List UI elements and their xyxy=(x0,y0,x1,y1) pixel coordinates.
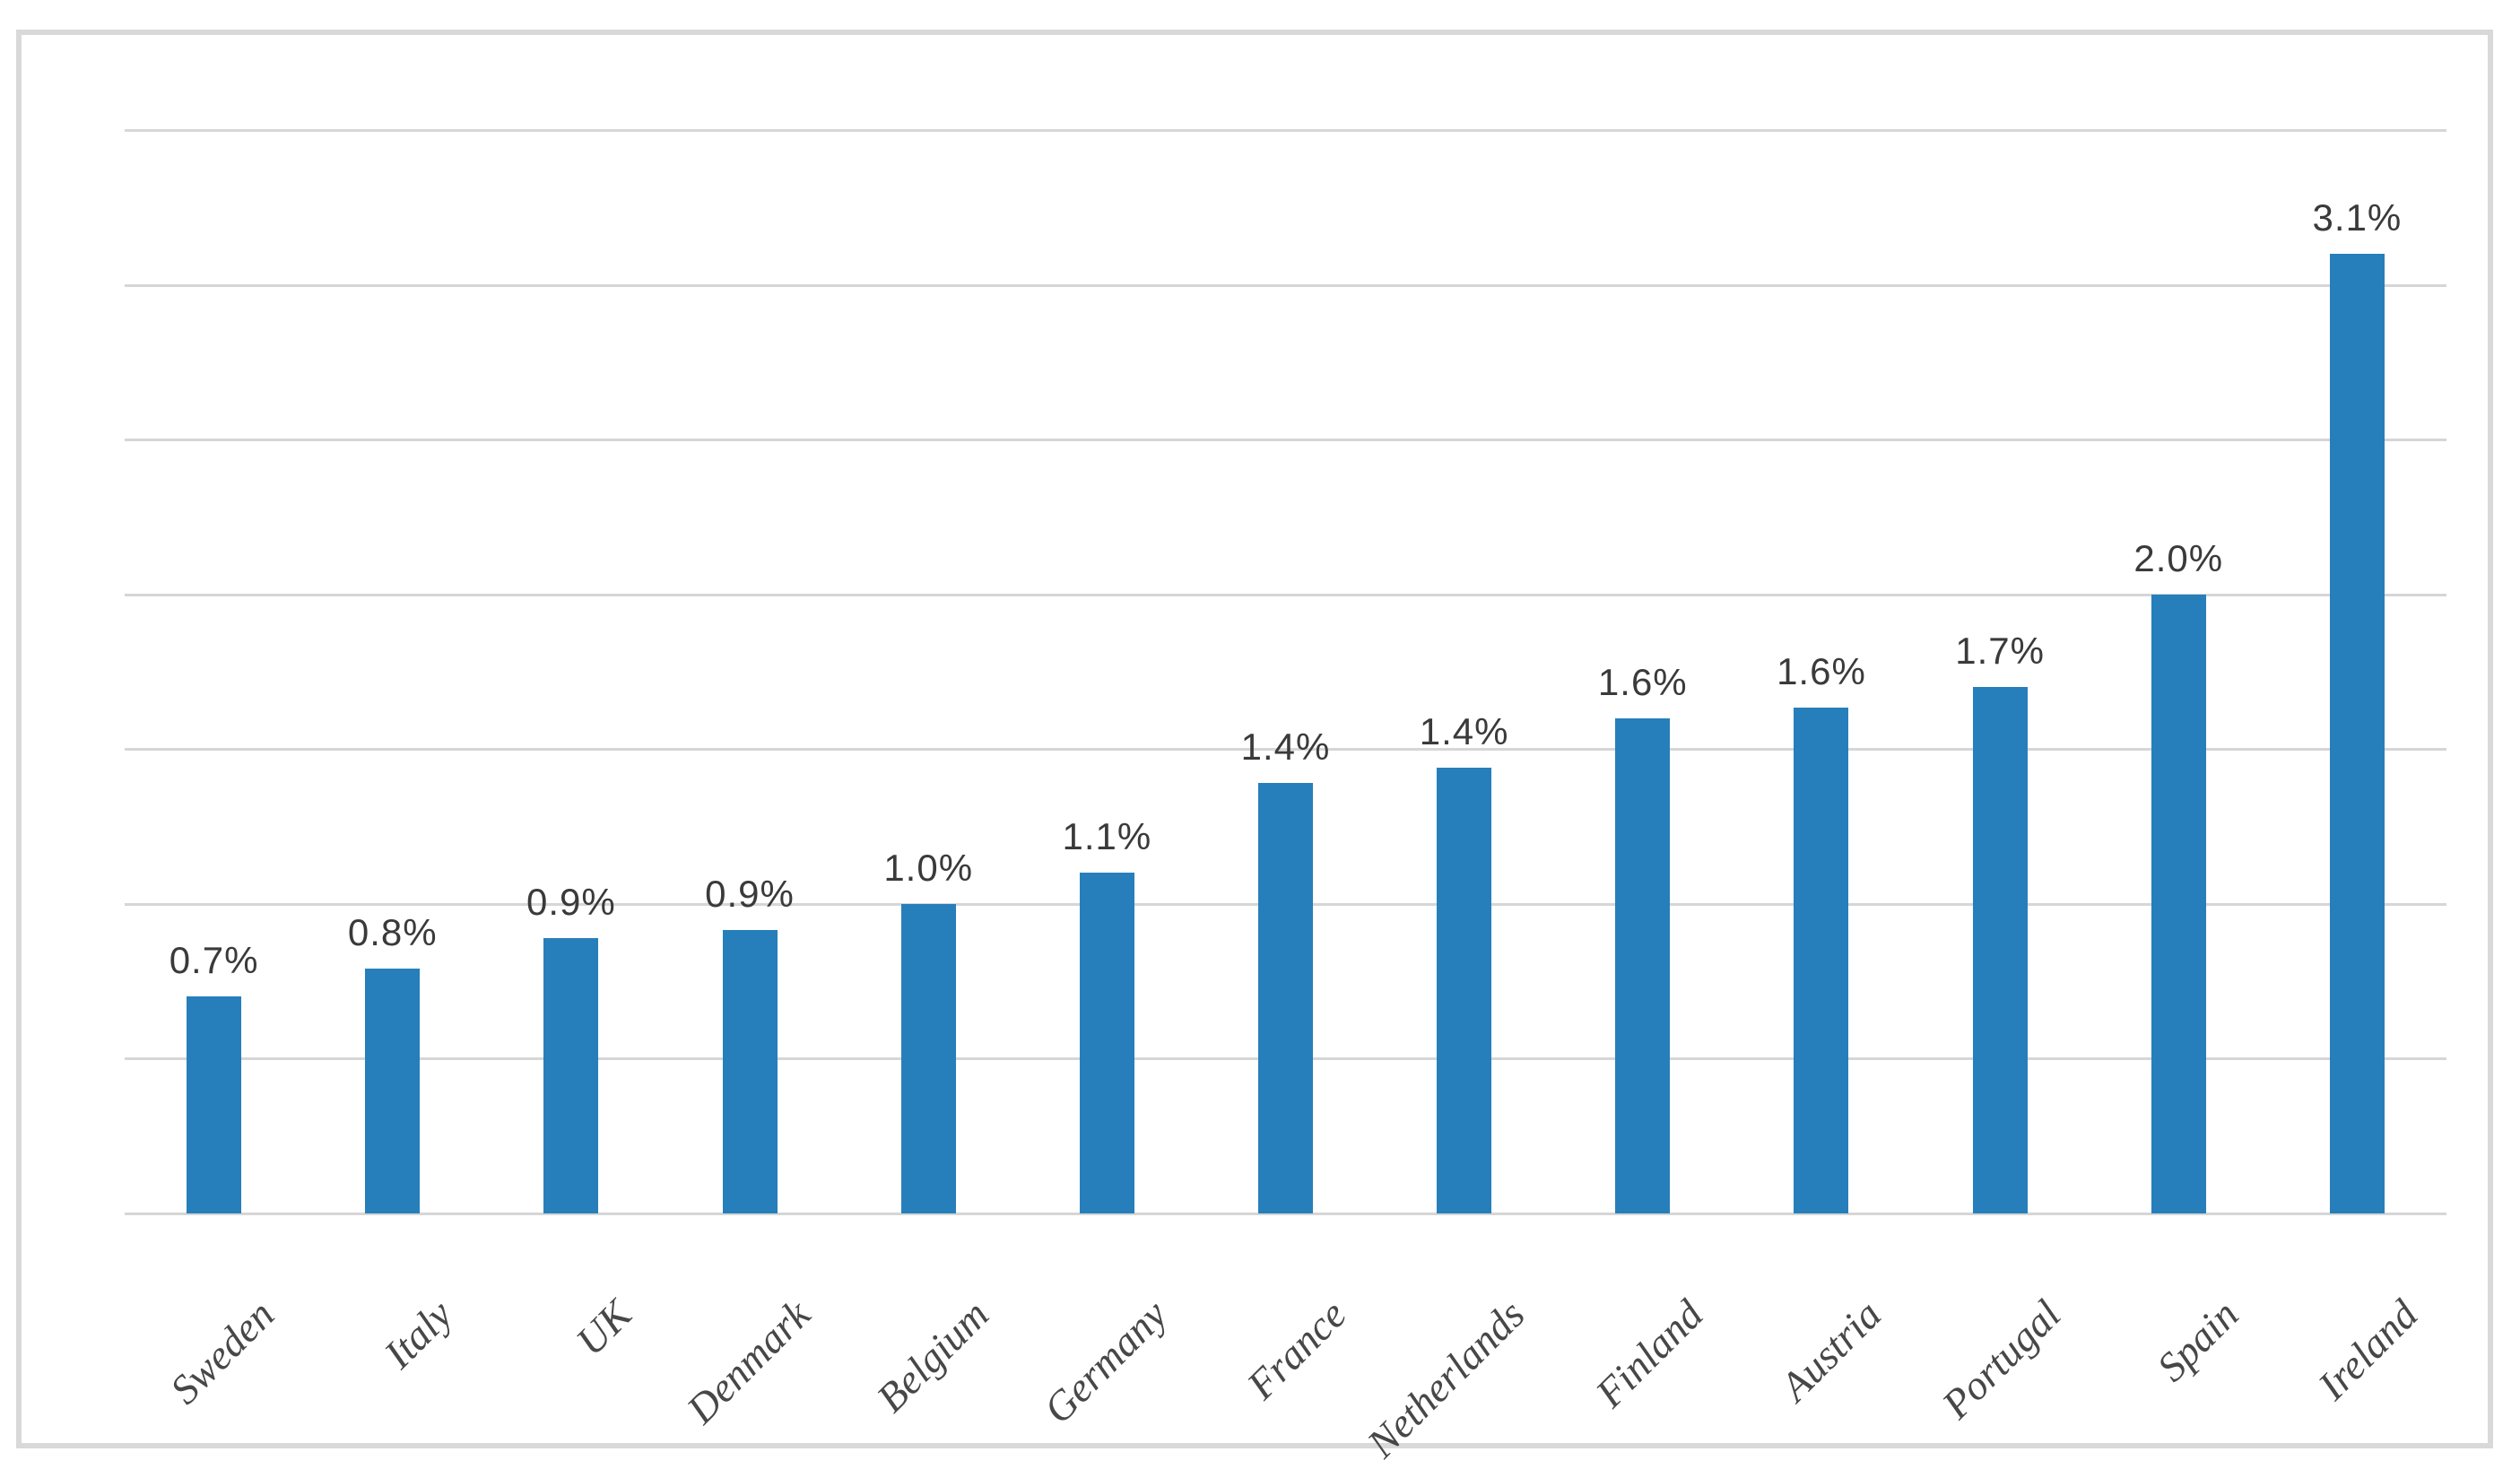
category-label-text: Austria xyxy=(1771,1291,1890,1410)
data-label-italy: 0.8% xyxy=(347,911,438,954)
gridline xyxy=(125,748,2446,752)
category-label-text: Italy xyxy=(375,1291,462,1378)
category-label-text: France xyxy=(1238,1291,1355,1408)
bar-germany xyxy=(1079,873,1134,1213)
bar-uk xyxy=(543,937,599,1213)
chart-frame: 0.7% Sweden 0.8% Italy 0.9% UK 0.9% Denmark 1.0%… xyxy=(16,30,2493,1466)
data-label-sweden: 0.7% xyxy=(169,939,259,982)
bar-portugal xyxy=(1972,687,2028,1213)
category-label-text: Denmark xyxy=(677,1291,819,1432)
bar-italy xyxy=(365,969,421,1213)
gridline xyxy=(125,283,2446,287)
data-label-ireland: 3.1% xyxy=(2312,196,2403,239)
plot-area: 0.7% Sweden 0.8% Italy 0.9% UK 0.9% Denmark 1.0%… xyxy=(125,129,2446,1466)
category-label-text: Finland xyxy=(1586,1291,1712,1416)
data-label-france: 1.4% xyxy=(1240,726,1331,769)
x-axis-line xyxy=(125,1213,2446,1215)
data-label-finland: 1.6% xyxy=(1597,660,1688,703)
bar-france xyxy=(1258,783,1313,1213)
data-label-germany: 1.1% xyxy=(1062,815,1152,858)
gridline xyxy=(125,439,2446,442)
bar-netherlands xyxy=(1437,768,1492,1213)
data-label-denmark: 0.9% xyxy=(705,873,795,916)
data-label-austria: 1.6% xyxy=(1777,649,1866,692)
gridline xyxy=(125,129,2446,132)
gridline xyxy=(125,593,2446,596)
data-label-portugal: 1.7% xyxy=(1955,630,2045,673)
bar-finland xyxy=(1615,717,1671,1213)
category-label-text: Sweden xyxy=(161,1291,283,1413)
category-label-text: Belgium xyxy=(867,1291,997,1421)
data-label-spain: 2.0% xyxy=(2133,536,2224,579)
data-label-uk: 0.9% xyxy=(526,880,616,923)
bar-denmark xyxy=(722,930,778,1213)
data-label-belgium: 1.0% xyxy=(883,846,974,889)
bar-austria xyxy=(1794,707,1849,1213)
bar-belgium xyxy=(900,903,956,1213)
category-label-text: UK xyxy=(567,1291,640,1364)
category-label-text: Spain xyxy=(2148,1291,2248,1390)
category-label-text: Ireland xyxy=(2308,1291,2427,1409)
category-label-text: Netherlands xyxy=(1358,1291,1534,1466)
bar-sweden xyxy=(187,996,242,1213)
bar-spain xyxy=(2151,594,2206,1213)
data-label-netherlands: 1.4% xyxy=(1419,710,1509,752)
bar-ireland xyxy=(2329,254,2385,1213)
category-label-text: Portugal xyxy=(1933,1291,2069,1428)
category-label-text: Germany xyxy=(1035,1291,1177,1432)
